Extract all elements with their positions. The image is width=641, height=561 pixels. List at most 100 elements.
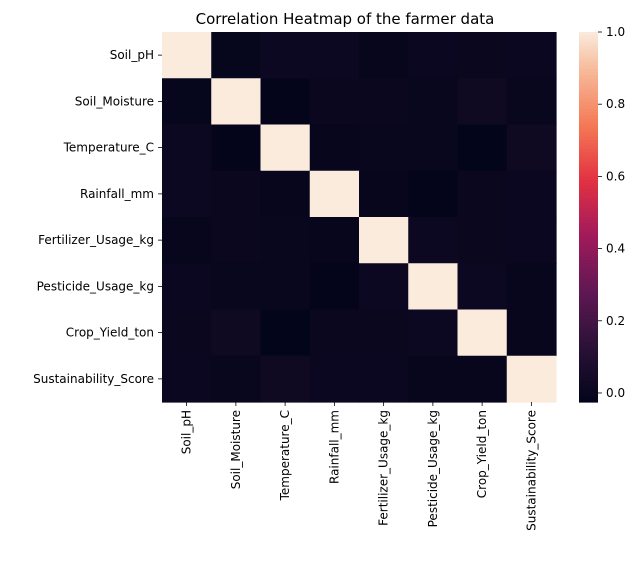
colorbar-segment (579, 346, 598, 351)
colorbar-segment (579, 180, 598, 184)
colorbar-segment (579, 130, 598, 135)
colorbar-segment (579, 217, 598, 221)
heatmap-cell (260, 124, 311, 172)
colorbar-segment (579, 352, 598, 357)
heatmap-cell (457, 124, 508, 172)
colorbar-segment (579, 183, 598, 187)
heatmap-cell (408, 78, 459, 126)
colorbar-segment (579, 269, 598, 274)
heatmap-cell (359, 78, 409, 126)
heatmap-cell (359, 32, 409, 79)
colorbar-segment (579, 146, 598, 150)
x-tick-label: Crop_Yield_ton (475, 410, 489, 498)
colorbar-segment (579, 96, 598, 101)
heatmap-cell (211, 32, 262, 79)
heatmap-cell (408, 355, 459, 403)
heatmap-cell (506, 355, 557, 403)
colorbar-segment (579, 281, 598, 286)
colorbar-segment (579, 69, 598, 73)
y-tick-label: Soil_pH (110, 48, 154, 62)
heatmap-cell (309, 32, 360, 79)
colorbar-segment (579, 176, 598, 181)
colorbar-segment (579, 328, 598, 332)
colorbar-segment (579, 32, 598, 36)
colorbar-tick-label: 1.0 (606, 25, 625, 39)
heatmap-cell (162, 263, 212, 311)
heatmap-cell (260, 309, 311, 357)
heatmap-cell (457, 170, 508, 218)
colorbar-segment (579, 334, 598, 338)
colorbar-segment (579, 355, 598, 360)
heatmap-cell (506, 309, 557, 357)
heatmap-cell (408, 170, 459, 218)
colorbar-segment (579, 173, 598, 178)
heatmap-cell (408, 309, 459, 357)
colorbar-segment (579, 99, 598, 104)
colorbar-segment (579, 50, 598, 55)
y-tick-label: Sustainability_Score (33, 372, 154, 386)
colorbar-segment (579, 361, 598, 366)
colorbar: 0.0 0.2 0.4 0.6 0.8 1.0 (579, 25, 625, 403)
x-tick-label: Sustainability_Score (524, 410, 538, 531)
heatmap-cell (309, 124, 360, 172)
heatmap-cell (211, 78, 262, 126)
y-tick-labels: Soil_pH Soil_Moisture Temperature_C Rainfal… (33, 48, 162, 386)
colorbar-segment (579, 260, 598, 264)
colorbar-segment (579, 386, 598, 391)
colorbar-segment (579, 380, 598, 385)
heatmap-cell (408, 32, 459, 79)
colorbar-segment (579, 118, 598, 123)
colorbar-segment (579, 223, 598, 227)
colorbar-segment (579, 315, 598, 320)
colorbar-segment (579, 321, 598, 326)
heatmap-cell (506, 124, 557, 172)
colorbar-segment (579, 204, 598, 209)
colorbar-segment (579, 287, 598, 292)
heatmap-cell (506, 217, 557, 264)
y-tick-label: Pesticide_Usage_kg (37, 279, 154, 293)
colorbar-segment (579, 300, 598, 304)
heatmap-cell (211, 217, 262, 264)
colorbar-segment (579, 284, 598, 289)
heatmap-cell (408, 217, 459, 264)
heatmap-cell (162, 309, 212, 357)
colorbar-segment (579, 102, 598, 107)
heatmap-cell (309, 355, 360, 403)
heatmap-cell (211, 355, 262, 403)
heatmap-cell (457, 309, 508, 357)
heatmap-cell (260, 217, 311, 264)
colorbar-segment (579, 195, 598, 200)
y-tick-label: Fertilizer_Usage_kg (38, 233, 154, 247)
heatmap-cell (162, 170, 212, 218)
colorbar-segment (579, 207, 598, 212)
heatmap-cell (260, 78, 311, 126)
colorbar-segment (579, 294, 598, 298)
colorbar-segment (579, 139, 598, 144)
colorbar-segment (579, 155, 598, 160)
colorbar-segment (579, 232, 598, 237)
colorbar-segment (579, 78, 598, 82)
colorbar-segment (579, 65, 598, 70)
heatmap-cell (162, 124, 212, 172)
heatmap-cell (260, 263, 311, 311)
y-tick-label: Rainfall_mm (80, 187, 154, 201)
colorbar-tick-label: 0.6 (606, 169, 625, 183)
heatmap-cell (457, 263, 508, 311)
colorbar-segment (579, 263, 598, 267)
colorbar-segment (579, 53, 598, 58)
colorbar-segment (579, 365, 598, 369)
colorbar-segment (579, 143, 598, 147)
colorbar-segment (579, 62, 598, 67)
heatmap-cell (506, 170, 557, 218)
heatmap-cell (211, 124, 262, 172)
colorbar-segment (579, 306, 598, 311)
colorbar-tick-label: 0.8 (606, 97, 625, 111)
heatmap-cell (309, 217, 360, 264)
colorbar-segment (579, 250, 598, 255)
colorbar-segment (579, 170, 598, 175)
colorbar-segment (579, 35, 598, 39)
colorbar-segment (579, 47, 598, 52)
x-tick-label: Pesticide_Usage_kg (426, 410, 440, 527)
colorbar-segment (579, 278, 598, 283)
colorbar-segment (579, 312, 598, 317)
